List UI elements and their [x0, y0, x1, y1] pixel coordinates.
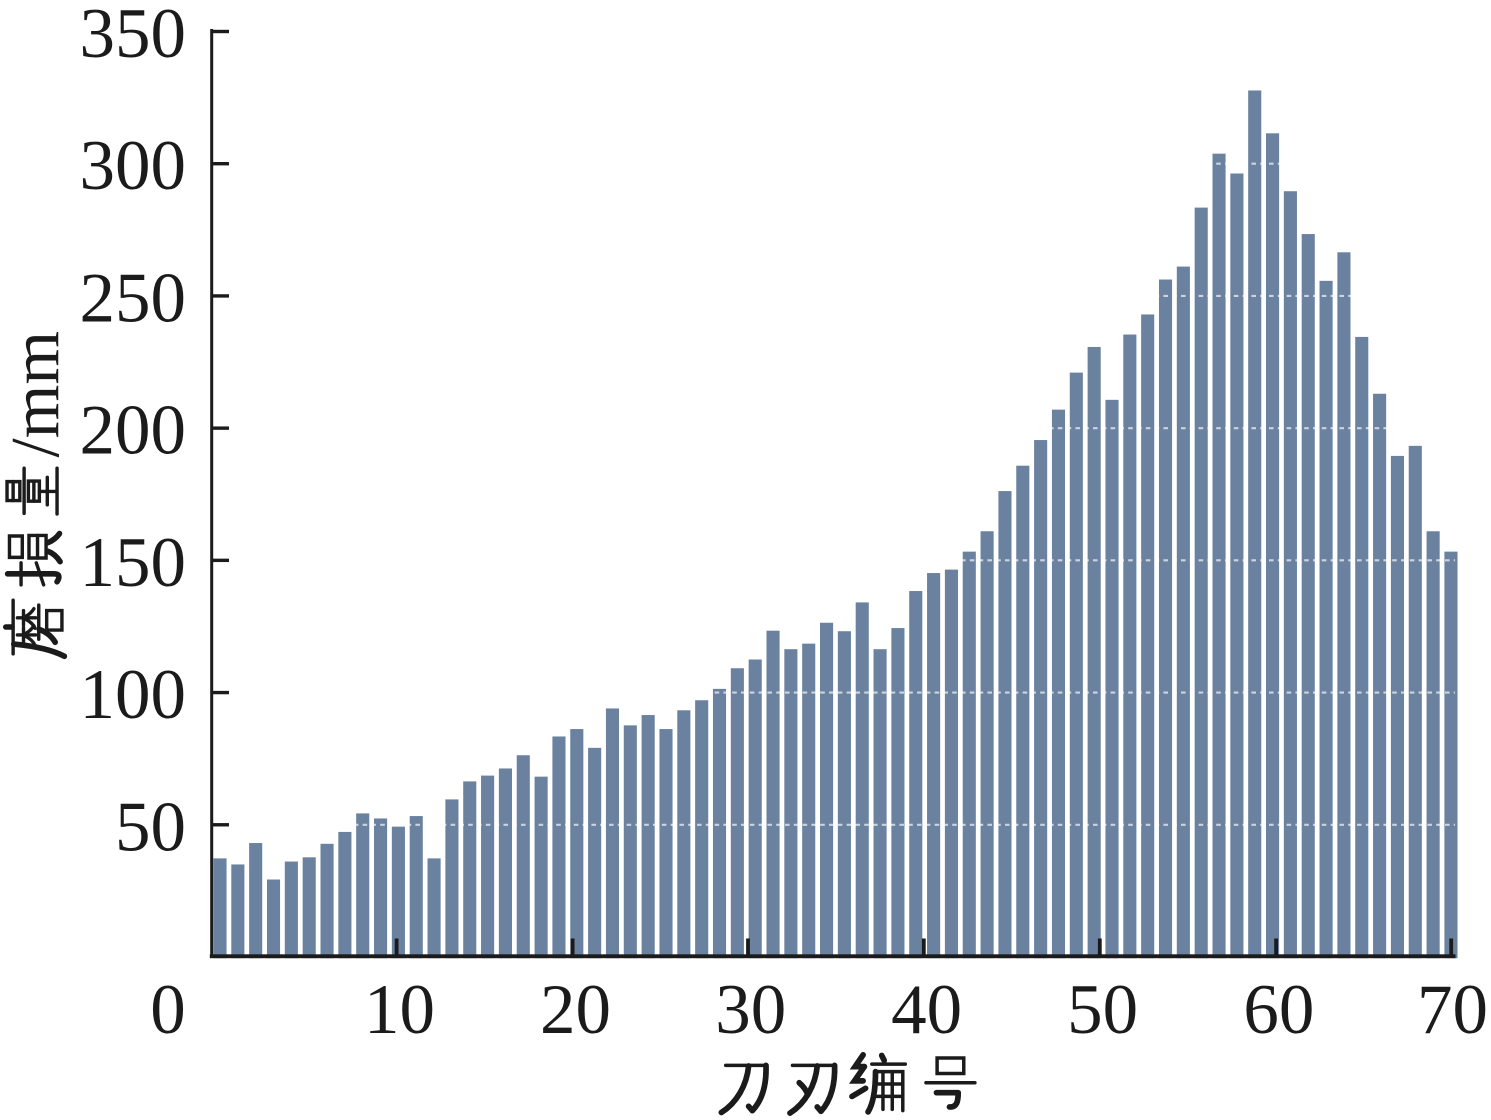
svg-text:50: 50 — [1067, 971, 1138, 1049]
svg-text:50: 50 — [115, 788, 186, 866]
svg-text:20: 20 — [540, 971, 611, 1049]
svg-text:/mm: /mm — [0, 331, 74, 458]
svg-text:350: 350 — [80, 0, 187, 73]
svg-text:30: 30 — [715, 971, 786, 1049]
svg-text:60: 60 — [1243, 971, 1314, 1049]
svg-text:100: 100 — [80, 656, 187, 734]
svg-text:70: 70 — [1417, 971, 1488, 1049]
svg-text:300: 300 — [80, 127, 187, 205]
svg-text:0: 0 — [150, 971, 186, 1049]
svg-text:250: 250 — [80, 259, 187, 337]
svg-text:150: 150 — [80, 524, 187, 602]
svg-text:40: 40 — [891, 971, 962, 1049]
svg-text:200: 200 — [80, 392, 187, 470]
svg-text:10: 10 — [364, 971, 435, 1049]
